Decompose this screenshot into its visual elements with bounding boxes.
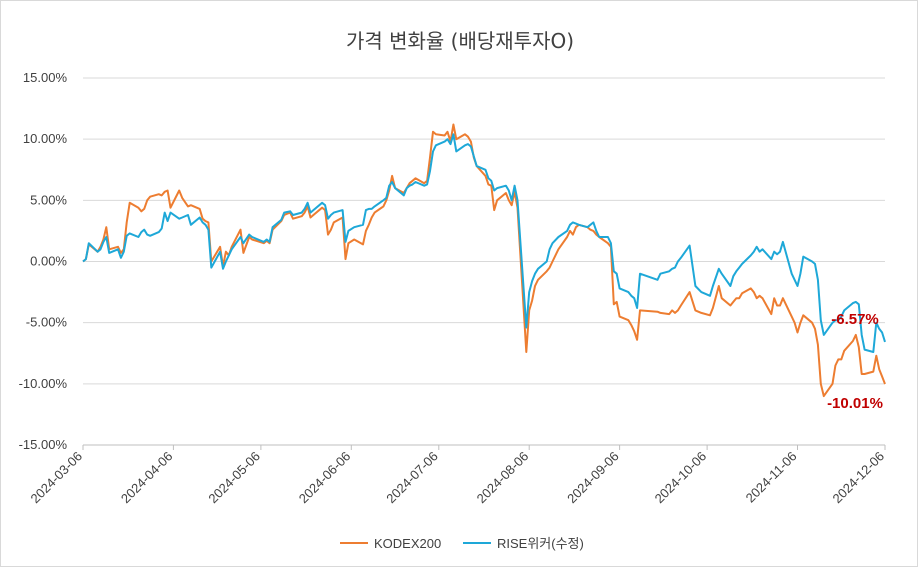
- end-label-layer: -10.01% -6.57%: [827, 311, 883, 412]
- chart-title: 가격 변화율 (배당재투자O): [346, 29, 574, 53]
- legend-label: RISE위커(수정): [497, 536, 584, 551]
- y-tick-label: 0.00%: [30, 254, 67, 269]
- y-tick-label: -10.00%: [19, 376, 68, 391]
- series-line-1: [82, 133, 886, 353]
- legend-label: KODEX200: [374, 536, 441, 551]
- end-value-label: -10.01%: [827, 395, 883, 412]
- y-tick-label: 10.00%: [23, 131, 68, 146]
- series-layer: [82, 123, 886, 398]
- y-tick-label: 5.00%: [30, 192, 67, 207]
- y-tick-label: -15.00%: [19, 437, 68, 452]
- y-tick-label: -5.00%: [26, 315, 68, 330]
- legend: KODEX200 RISE위커(수정): [340, 536, 584, 551]
- y-tick-label: 15.00%: [23, 70, 68, 85]
- end-value-label: -6.57%: [831, 311, 879, 328]
